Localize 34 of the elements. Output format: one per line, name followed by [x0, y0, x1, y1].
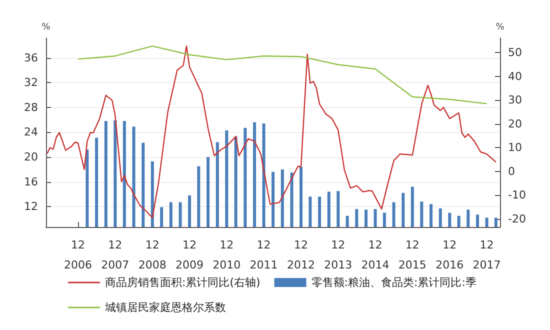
y2-tick-label: 30: [508, 94, 522, 107]
y-tick-label: 20: [24, 150, 38, 164]
y2-tick-label: 0: [508, 164, 515, 178]
y2-tick-label: 20: [508, 117, 522, 130]
y2-tick-label: 10: [508, 141, 522, 154]
y2-tick-label: 40: [508, 70, 522, 83]
line-series: [46, 45, 497, 218]
x-tick-label: 12 2016: [436, 238, 464, 272]
line-series: [77, 45, 488, 104]
y-axis-title: %: [42, 22, 51, 32]
y-tick-label: 24: [24, 126, 38, 139]
y2-axis-title: %: [496, 22, 505, 32]
x-tick-label: 12 2008: [138, 238, 166, 272]
y-tick-label: 16: [24, 175, 38, 188]
x-tick-label: 12 2017: [472, 238, 501, 272]
legend-label: 城镇居民家庭恩格尔系数: [104, 301, 226, 314]
y2-tick-label: -10: [508, 188, 526, 202]
y-tick-label: 12: [24, 200, 38, 214]
x-tick-label: 12 2014: [361, 238, 390, 272]
y-tick-label: 32: [24, 76, 38, 90]
x-tick-label: 12 2015: [398, 238, 426, 272]
x-tick-label: 12 2011: [250, 238, 278, 272]
y2-tick-label: -20: [508, 212, 526, 226]
legend-label: 零售额:粮油、食品类:累计同比:季: [311, 276, 476, 289]
y-tick-label: 28: [24, 100, 38, 114]
y-tick-label: 36: [24, 51, 38, 64]
legend-label: 商品房销售面积:累计同比(右轴): [105, 276, 260, 289]
x-tick-label: 12 2006: [64, 238, 92, 272]
x-tick-label: 12 2012: [287, 238, 316, 272]
x-tick-label: 12 2013: [324, 238, 352, 272]
x-tick-label: 12 2010: [212, 238, 241, 272]
x-tick-label: 12 2007: [101, 238, 130, 272]
y2-tick-label: 50: [508, 46, 522, 59]
x-tick-label: 12 2009: [176, 238, 204, 272]
